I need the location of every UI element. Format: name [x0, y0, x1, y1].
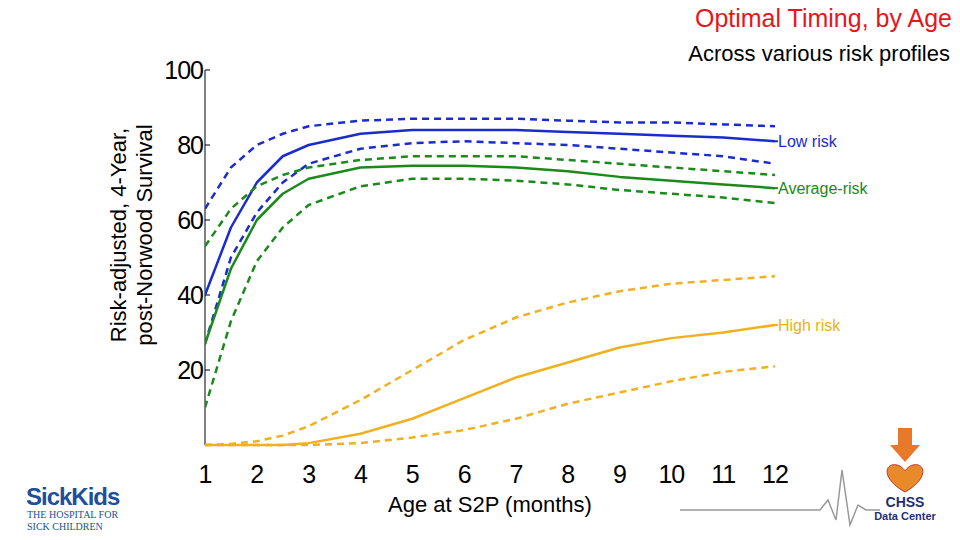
series-line	[205, 325, 775, 445]
series-line	[205, 130, 775, 295]
x-axis-label: Age at S2P (months)	[388, 492, 592, 517]
title: Optimal Timing, by Age	[695, 4, 952, 32]
logo-text: SICK CHILDREN	[27, 521, 103, 532]
y-tick	[205, 370, 210, 371]
chart: Optimal Timing, by Age Across various ris…	[0, 0, 960, 540]
confidence-lower	[205, 141, 775, 344]
x-tick-label: 11	[711, 460, 735, 488]
x-tick-label: 6	[458, 460, 471, 488]
series-line	[205, 166, 775, 344]
x-tick-label: 5	[406, 460, 419, 488]
arrow	[890, 428, 920, 462]
x-tick-label: 10	[658, 460, 684, 488]
y-tick-label: 40	[177, 281, 203, 309]
plot-area	[205, 119, 775, 445]
x-tick-label: 4	[354, 460, 368, 488]
y-axis-label: Risk-adjusted, 4-Year,	[106, 128, 131, 342]
y-axis-label: post-Norwood Survival	[132, 124, 157, 345]
y-tick-label: 60	[177, 206, 203, 234]
y-tick	[205, 70, 210, 71]
series-label: High risk	[778, 317, 841, 334]
x-tick-label: 7	[509, 460, 522, 488]
x-tick-label: 12	[762, 460, 788, 488]
x-tick-label: 8	[561, 460, 574, 488]
x-tick-label: 9	[613, 460, 626, 488]
x-tick-label: 1	[199, 460, 212, 488]
ecg-line	[680, 470, 880, 525]
y-tick-label: 20	[177, 356, 203, 384]
x-tick-label: 3	[302, 460, 315, 488]
logo-text: THE HOSPITAL FOR	[27, 509, 118, 520]
y-axis-line	[205, 70, 206, 445]
confidence-upper	[205, 276, 775, 445]
y-tick	[205, 220, 210, 221]
series-label: Low risk	[778, 133, 838, 150]
logo-text: CHSS	[886, 494, 925, 510]
y-tick	[205, 145, 210, 146]
logo-text: SickKids	[26, 483, 120, 510]
confidence-lower	[205, 179, 775, 408]
heart	[887, 465, 923, 492]
series-label: Average-risk	[778, 180, 869, 197]
x-tick-label: 2	[250, 460, 263, 488]
y-tick-label: 80	[177, 131, 203, 159]
confidence-upper	[205, 156, 775, 246]
confidence-lower	[205, 366, 775, 445]
subtitle: Across various risk profiles	[688, 41, 950, 66]
logo-text: Data Center	[874, 510, 936, 522]
y-tick-label: 100	[164, 56, 203, 84]
